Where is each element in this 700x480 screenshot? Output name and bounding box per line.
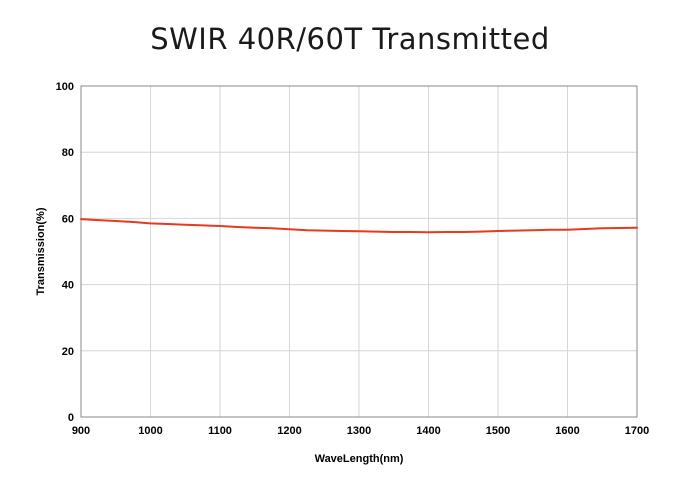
x-tick-label: 1600 bbox=[555, 425, 579, 437]
y-tick-label: 100 bbox=[56, 81, 74, 93]
x-tick-label: 1100 bbox=[208, 425, 232, 437]
x-tick-label: 1000 bbox=[138, 425, 162, 437]
y-tick-label: 60 bbox=[62, 213, 74, 225]
grid-lines bbox=[81, 86, 637, 417]
tick-labels: 900 1000 1100 1200 1300 1400 1500 1600 1700 0 20 40… bbox=[56, 81, 650, 437]
chart-title: SWIR 40R/60T Transmitted bbox=[150, 22, 550, 56]
y-tick-label: 20 bbox=[62, 346, 74, 358]
x-tick-label: 1700 bbox=[625, 425, 649, 437]
x-axis-label: WaveLength(nm) bbox=[315, 453, 404, 465]
y-tick-label: 40 bbox=[62, 280, 74, 292]
x-tick-label: 1500 bbox=[486, 425, 510, 437]
y-tick-label: 0 bbox=[68, 412, 74, 424]
plot-frame bbox=[80, 85, 638, 418]
x-tick-label: 1400 bbox=[416, 425, 440, 437]
x-tick-label: 1300 bbox=[347, 425, 371, 437]
transmission-series-line bbox=[80, 218, 638, 234]
y-tick-label: 80 bbox=[62, 147, 74, 159]
series-layer bbox=[80, 218, 638, 234]
x-tick-label: 1200 bbox=[277, 425, 301, 437]
x-tick-label: 900 bbox=[72, 425, 90, 437]
y-axis-label: Transmission(%) bbox=[35, 207, 47, 295]
